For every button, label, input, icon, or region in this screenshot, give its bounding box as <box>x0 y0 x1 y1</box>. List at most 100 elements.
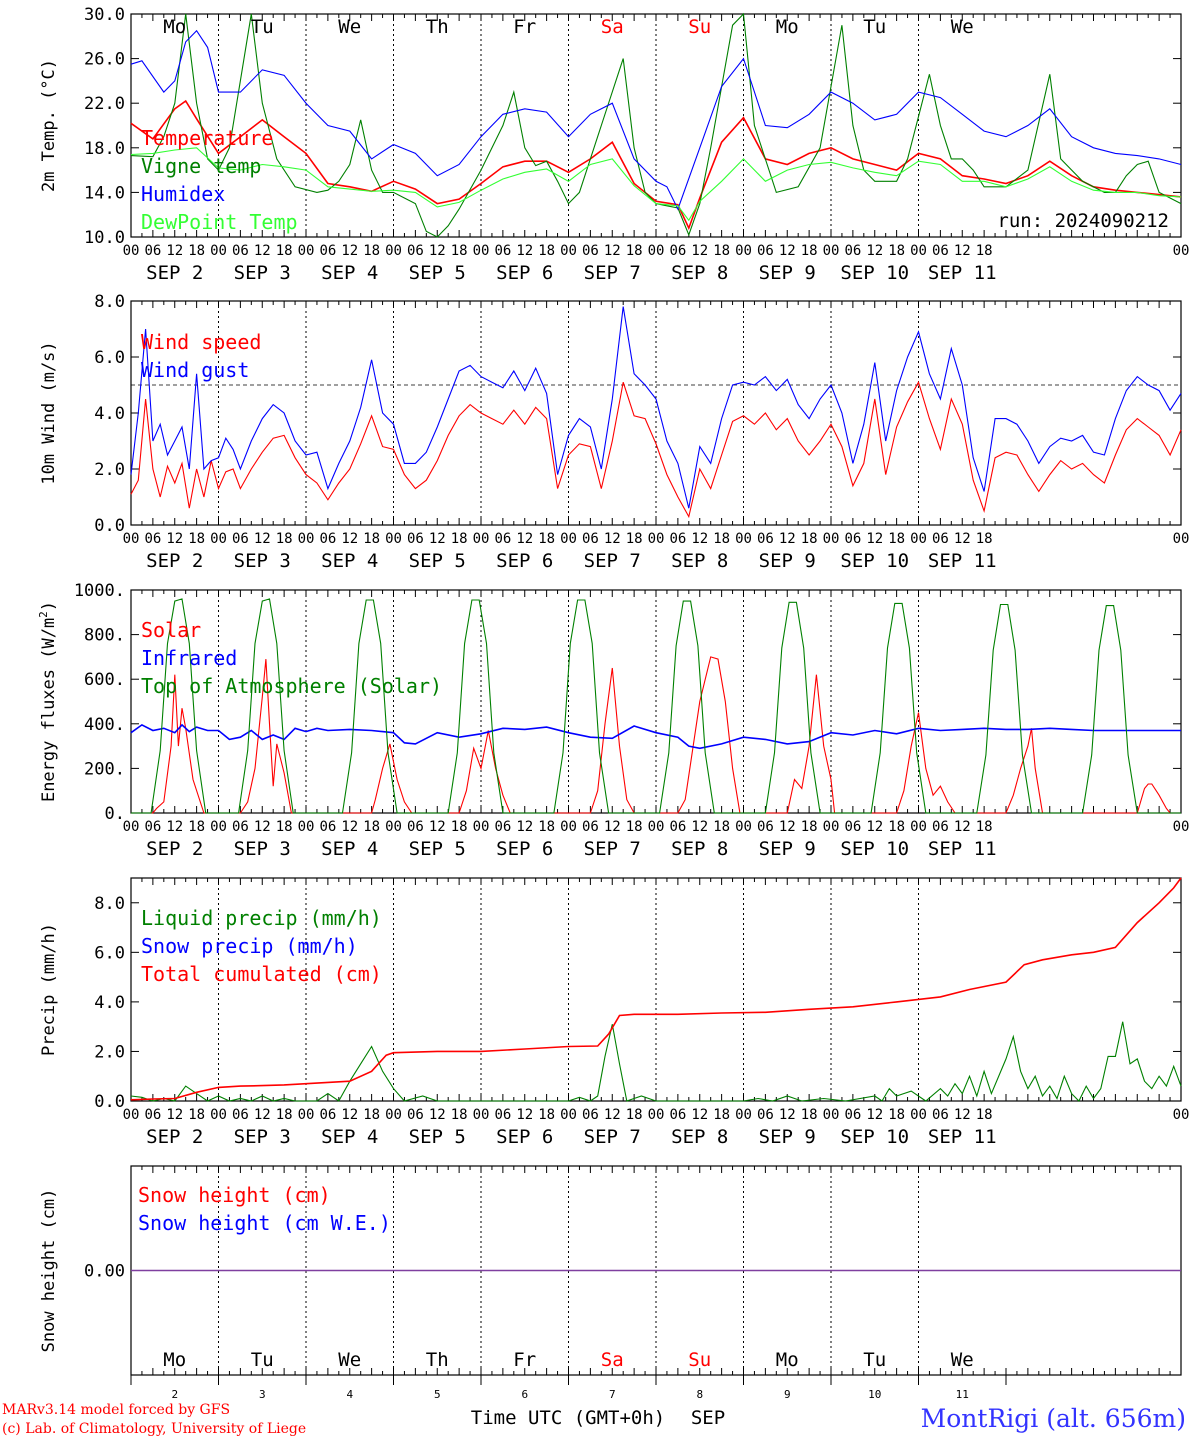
series-line-vigne-temp <box>130 12 1182 238</box>
panel-1: 10.0 14.0 18.0 22.0 26.0 30.0 2m Temp. (°C) Tem… <box>39 5 1189 284</box>
series-line-top-of-atmosphere-solar <box>131 598 1181 814</box>
date-label: SEP 3 <box>234 550 291 572</box>
hour-tick-label: 06 <box>494 1107 511 1123</box>
hour-tick-label: 00 <box>648 531 665 547</box>
hour-tick-label: 00 <box>298 531 315 547</box>
hour-tick-label: 00 <box>473 531 490 547</box>
hour-tick-label: 18 <box>713 531 730 547</box>
credit-model: MARv3.14 model forced by GFS <box>2 1402 231 1418</box>
hour-tick-label: 06 <box>144 243 161 259</box>
bottom-day-number: 3 <box>259 1388 266 1401</box>
series-line-wind-gust <box>130 306 1182 509</box>
hour-tick-label: 00 <box>210 819 227 835</box>
date-label: SEP 10 <box>840 838 909 860</box>
hour-tick-label: 12 <box>604 819 621 835</box>
hour-tick-label: 18 <box>888 819 905 835</box>
bottom-day-number: 6 <box>521 1388 528 1401</box>
hour-tick-label: 00 <box>1173 819 1190 835</box>
hour-tick-label: 12 <box>429 1107 446 1123</box>
weekday-label-bottom: Su <box>688 1349 711 1371</box>
hour-tick-label: 18 <box>538 243 555 259</box>
hour-tick-label: 06 <box>232 531 249 547</box>
date-label: SEP 5 <box>409 550 466 572</box>
hour-tick-label: 00 <box>560 819 577 835</box>
hour-tick-label: 12 <box>691 243 708 259</box>
hour-tick-label: 00 <box>735 531 752 547</box>
hour-tick-label: 12 <box>429 531 446 547</box>
weekday-label-top: Mo <box>776 16 799 38</box>
hour-tick-label: 18 <box>188 1107 205 1123</box>
panel-3: 0. 200. 400. 600. 800. 1000. Energy fluxes (W/… <box>37 581 1189 860</box>
y-tick-label: 2.0 <box>94 1042 125 1062</box>
weekday-label-bottom: Mo <box>776 1349 799 1371</box>
hour-tick-label: 06 <box>582 243 599 259</box>
hour-tick-label: 06 <box>494 531 511 547</box>
hour-tick-label: 12 <box>254 819 271 835</box>
y-tick-label: 8.0 <box>94 292 125 312</box>
weekday-label-top: We <box>951 16 974 38</box>
hour-tick-label: 18 <box>451 819 468 835</box>
hour-tick-label: 00 <box>648 243 665 259</box>
hour-tick-label: 06 <box>407 243 424 259</box>
weekday-label-bottom: Fr <box>513 1349 536 1371</box>
hour-tick-label: 06 <box>494 243 511 259</box>
date-label: SEP 8 <box>671 1126 728 1148</box>
hour-tick-label: 12 <box>954 531 971 547</box>
y-tick-label: 4.0 <box>94 404 125 424</box>
legend-entry: DewPoint Temp <box>141 210 298 234</box>
y-tick-label: 8.0 <box>94 894 125 914</box>
legend-entry: Solar <box>141 618 201 642</box>
hour-tick-label: 06 <box>932 1107 949 1123</box>
date-label: SEP 9 <box>759 1126 816 1148</box>
hour-tick-label: 00 <box>210 531 227 547</box>
date-label: SEP 2 <box>146 262 203 284</box>
hour-tick-label: 00 <box>473 819 490 835</box>
y-axis-label: Precip (mm/h) <box>39 923 59 1056</box>
date-label: SEP 7 <box>584 1126 641 1148</box>
legend-entry: Wind gust <box>141 358 249 382</box>
hour-tick-label: 00 <box>385 819 402 835</box>
hour-tick-label: 06 <box>407 1107 424 1123</box>
date-label: SEP 8 <box>671 550 728 572</box>
hour-tick-label: 12 <box>954 1107 971 1123</box>
hour-tick-label: 00 <box>560 531 577 547</box>
hour-tick-label: 18 <box>888 1107 905 1123</box>
hour-tick-label: 12 <box>166 531 183 547</box>
hour-tick-label: 12 <box>341 531 358 547</box>
hour-tick-label: 12 <box>691 1107 708 1123</box>
hour-tick-label: 12 <box>254 243 271 259</box>
hour-tick-label: 00 <box>123 531 140 547</box>
series-line-liquid-precip-mm-h <box>130 1021 1182 1102</box>
hour-tick-label: 00 <box>298 819 315 835</box>
hour-tick-label: 00 <box>648 819 665 835</box>
hour-tick-label: 18 <box>976 1107 993 1123</box>
hour-tick-label: 00 <box>123 1107 140 1123</box>
date-label: SEP 6 <box>496 262 553 284</box>
hour-tick-label: 00 <box>823 243 840 259</box>
y-tick-label: 800. <box>84 626 125 646</box>
legend-entry: Temperature <box>141 126 273 150</box>
hour-tick-label: 18 <box>276 243 293 259</box>
y-tick-label: 30.0 <box>84 5 125 25</box>
y-axis-label: Snow height (cm) <box>39 1189 59 1353</box>
weekday-label-bottom: We <box>951 1349 974 1371</box>
hour-tick-label: 06 <box>232 819 249 835</box>
hour-tick-label: 00 <box>473 1107 490 1123</box>
hour-tick-label: 18 <box>363 243 380 259</box>
run-label: run: 2024090212 <box>997 210 1169 232</box>
bottom-day-number: 9 <box>784 1388 791 1401</box>
date-label: SEP 6 <box>496 1126 553 1148</box>
hour-tick-label: 00 <box>473 243 490 259</box>
hour-tick-label: 00 <box>385 243 402 259</box>
y-tick-label: 600. <box>84 670 125 690</box>
legend-entry: Liquid precip (mm/h) <box>141 906 382 930</box>
hour-tick-label: 06 <box>144 1107 161 1123</box>
hour-tick-label: 00 <box>735 1107 752 1123</box>
hour-tick-label: 18 <box>801 243 818 259</box>
date-label: SEP 9 <box>759 550 816 572</box>
hour-tick-label: 18 <box>188 243 205 259</box>
hour-tick-label: 06 <box>582 819 599 835</box>
hour-tick-label: 12 <box>429 243 446 259</box>
hour-tick-label: 12 <box>516 531 533 547</box>
hour-tick-label: 06 <box>319 531 336 547</box>
